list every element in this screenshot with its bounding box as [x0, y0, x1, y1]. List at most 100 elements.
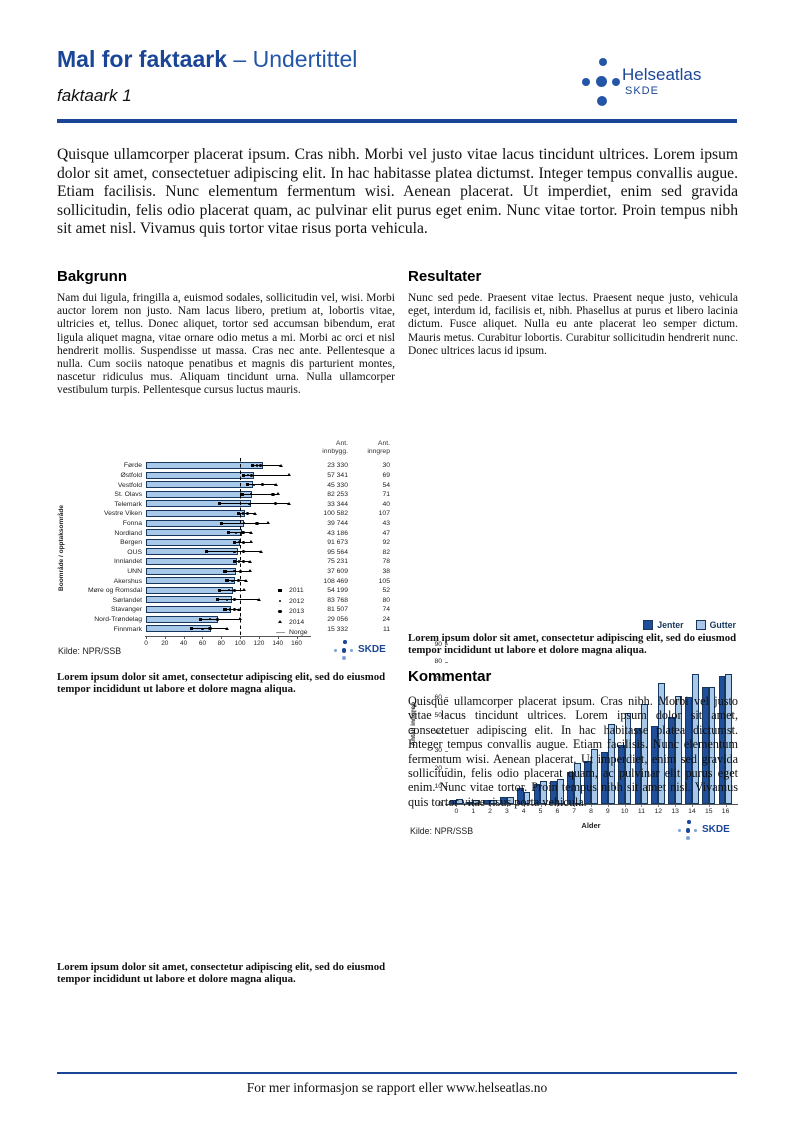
value-col2: 40: [382, 500, 390, 508]
page-title: Mal for faktaark – Undertittel: [57, 46, 357, 73]
marker-triangle: [278, 620, 282, 623]
logo-dot-icon: [582, 78, 590, 86]
x-tick-label: 3: [504, 808, 509, 815]
x-tick-label: 60: [198, 640, 207, 648]
section-heading-bakgrunn: Bakgrunn: [57, 268, 128, 285]
marker-dot: [253, 483, 256, 486]
x-tick-label: 120: [253, 640, 265, 648]
value-col1: 33 344: [327, 500, 348, 508]
marker-circle: [232, 598, 237, 602]
marker-square: [198, 617, 203, 621]
marker-triangle: [241, 588, 246, 592]
footer-rule: [57, 1072, 737, 1074]
value-col1: 81 507: [327, 606, 348, 614]
skde-text: SKDE: [702, 824, 730, 835]
x-tick-label: 5: [538, 808, 543, 815]
row-label: OUS: [127, 548, 142, 556]
skde-dot-icon: [341, 648, 346, 653]
value-col2: 38: [382, 567, 390, 575]
bar-gutter: [473, 800, 480, 804]
legend-item: Gutter: [695, 620, 736, 630]
x-tick: [574, 804, 576, 807]
x-tick-label: 160: [291, 640, 302, 648]
x-axis: [446, 804, 738, 805]
x-tick-label: 12: [654, 808, 663, 815]
y-tick-label: 80: [434, 658, 442, 666]
x-tick: [164, 636, 166, 639]
marker-range-line: [234, 561, 250, 562]
marker-triangle: [256, 597, 261, 601]
y-tick: [445, 750, 448, 752]
marker-range-line: [217, 599, 259, 601]
bar-jenter: [584, 761, 591, 804]
value-col1: 54 199: [327, 587, 348, 595]
value-col2: 71: [382, 491, 390, 499]
x-tick-label: 0: [454, 808, 459, 815]
marker-dot: [238, 541, 241, 544]
legend-label: 2011: [289, 587, 304, 594]
x-tick: [641, 804, 643, 807]
skde-text: SKDE: [358, 644, 386, 655]
value-col2: 92: [382, 539, 390, 547]
marker-triangle: [247, 569, 252, 573]
marker-circle: [242, 540, 246, 544]
marker-circle: [278, 609, 282, 614]
bar-gutter: [456, 798, 464, 804]
logo-brand-text: Helseatlas: [622, 65, 702, 84]
value-col2: 105: [378, 577, 390, 585]
y-tick: [445, 697, 448, 699]
x-tick-label: 40: [180, 640, 188, 648]
row-label: Fonna: [122, 519, 142, 527]
value-col2: 82: [382, 548, 390, 556]
row-label: Sørlandet: [112, 596, 142, 604]
bar-gutter: [506, 796, 514, 804]
bar-gutter: [708, 686, 716, 804]
marker-circle: [259, 463, 263, 468]
marker-range-line: [219, 589, 244, 591]
x-tick: [506, 804, 508, 807]
skde-dot-icon: [685, 828, 690, 833]
legend-item: Jenter: [643, 620, 684, 630]
x-tick-label: 20: [161, 640, 169, 648]
logo-dot-icon: [596, 76, 607, 87]
value-col1: 45 330: [327, 481, 348, 489]
marker-dot: [233, 570, 236, 573]
x-tick-label: 11: [637, 808, 645, 815]
row-label: St. Olavs: [114, 491, 142, 499]
x-tick-label: 2: [488, 808, 492, 815]
x-tick: [296, 636, 298, 639]
y-tick-label: 90: [434, 640, 442, 648]
bar: [146, 577, 236, 585]
bar-gutter: [523, 791, 531, 804]
x-tick-label: 8: [589, 808, 593, 815]
y-tick-label: 0: [438, 800, 442, 808]
marker-range-line: [226, 580, 246, 582]
y-tick-label: 30: [434, 747, 442, 755]
x-tick: [221, 636, 223, 639]
marker-range-line: [219, 503, 290, 505]
value-col1: 91 673: [327, 539, 348, 547]
row-label: UNN: [127, 567, 142, 575]
marker-circle: [236, 579, 240, 583]
value-col1: 82 253: [327, 491, 348, 499]
skde-dot-icon: [678, 829, 681, 832]
x-tick-label: 15: [704, 808, 713, 815]
marker-dot: [255, 464, 259, 467]
bar-gutter: [557, 779, 565, 804]
figure3-caption: Lorem ipsum dolor sit amet, consectetur …: [57, 961, 386, 986]
row-label: Førde: [123, 462, 142, 470]
section-heading-resultater: Resultater: [408, 268, 482, 285]
y-tick-label: 10: [434, 782, 442, 790]
row-label: Innlandet: [114, 558, 142, 566]
marker-dot: [201, 627, 204, 630]
bar: [146, 471, 255, 479]
x-tick: [490, 804, 492, 807]
row-label: Møre og Romsdal: [87, 587, 142, 595]
x-tick-label: 1: [471, 808, 476, 815]
bar-jenter: [685, 697, 692, 804]
y-tick-label: 60: [434, 693, 442, 701]
marker-square: [223, 569, 227, 573]
value-col2: 11: [382, 625, 390, 633]
bar-jenter: [567, 772, 575, 804]
